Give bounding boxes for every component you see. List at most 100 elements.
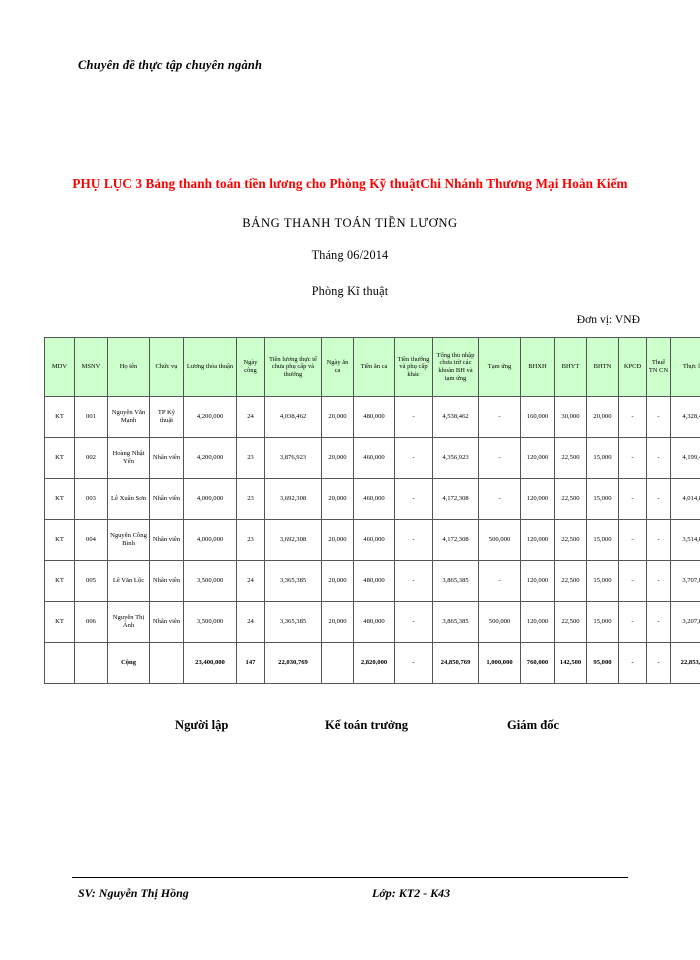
signature-chief-accountant: Kế toán trưởng: [325, 718, 409, 732]
cell-ngay-an-ca: 20,000: [321, 519, 354, 561]
total-bhyt: 142,500: [554, 642, 587, 684]
cell-bhxh: 120,000: [520, 519, 555, 561]
table-row: KT 003 Lê Xuân Sơn Nhân viên 4,000,000 2…: [44, 478, 700, 520]
signature-row: Người lập Kế toán trưởng Giám đốc: [44, 718, 656, 740]
cell-luong-thoa-thuan: 4,200,000: [183, 437, 237, 479]
cell-bhxh: 120,000: [520, 478, 555, 520]
cell-hoten: Nguyễn Công Bình: [107, 519, 150, 561]
cell-tam-ung: -: [478, 396, 521, 438]
cell-tien-luong-thuc-te: 3,692,308: [264, 478, 322, 520]
document-subtitle-1: BẢNG THANH TOÁN TIỀN LƯƠNG: [242, 216, 458, 230]
cell-thuc-linh: 4,199,423: [670, 437, 700, 479]
cell-tien-thuong-phu-cap: -: [394, 601, 433, 643]
cell-tien-an-ca: 480,000: [353, 601, 395, 643]
cell-luong-thoa-thuan: 4,000,000: [183, 478, 237, 520]
cell-bhyt: 22,500: [554, 519, 587, 561]
cell-chucvu: Nhân viên: [149, 560, 184, 602]
cell-bhyt: 30,000: [554, 396, 587, 438]
total-thue-tncn: -: [646, 642, 671, 684]
table-row: KT 004 Nguyễn Công Bình Nhân viên 4,000,…: [44, 519, 700, 561]
cell-thuc-linh: 4,328,462: [670, 396, 700, 438]
col-header-bhxh: BHXH: [520, 337, 555, 397]
cell-mdv: KT: [44, 478, 75, 520]
col-header-ngay-an-ca: Ngày ăn ca: [321, 337, 354, 397]
running-head: Chuyên đề thực tập chuyên ngành: [78, 58, 263, 72]
total-bhxh: 760,000: [520, 642, 555, 684]
col-header-chucvu: Chức vụ: [149, 337, 184, 397]
cell-tong-thu-nhap: 4,356,923: [432, 437, 479, 479]
cell-kpcd: -: [618, 478, 647, 520]
document-subtitle-department: Phòng Kĩ thuật: [311, 284, 389, 298]
total-label: Cộng: [107, 642, 150, 684]
cell-tong-thu-nhap: 4,172,308: [432, 478, 479, 520]
col-header-ngay-cong: Ngày công: [236, 337, 265, 397]
cell-tien-an-ca: 460,000: [353, 519, 395, 561]
col-header-mdv: MDV: [44, 337, 75, 397]
cell-bhxh: 120,000: [520, 437, 555, 479]
total-ngay-cong: 147: [236, 642, 265, 684]
cell-thue-tncn: -: [646, 601, 671, 643]
table-row: KT 001 Nguyễn Văn Mạnh TP Kỹ thuật 4,200…: [44, 396, 700, 438]
cell-chucvu: TP Kỹ thuật: [149, 396, 184, 438]
cell-thue-tncn: -: [646, 478, 671, 520]
cell-chucvu: Nhân viên: [149, 519, 184, 561]
total-cell-msnv: [74, 642, 108, 684]
cell-msnv: 004: [74, 519, 108, 561]
cell-kpcd: -: [618, 396, 647, 438]
cell-bhtn: 15,000: [586, 519, 619, 561]
cell-ngay-cong: 24: [236, 396, 265, 438]
cell-mdv: KT: [44, 437, 75, 479]
document-subtitle-period: Tháng 06/2014: [311, 248, 389, 262]
total-tien-an-ca: 2,820,000: [353, 642, 395, 684]
total-thuc-linh: 22,853,269: [670, 642, 700, 684]
total-ngay-an-ca: [321, 642, 354, 684]
total-tien-luong-thuc-te: 22,030,769: [264, 642, 322, 684]
cell-bhxh: 120,000: [520, 560, 555, 602]
cell-bhtn: 15,000: [586, 437, 619, 479]
col-header-tien-an-ca: Tiền ăn ca: [353, 337, 395, 397]
cell-hoten: Hoàng Nhật Yến: [107, 437, 150, 479]
total-tam-ung: 1,000,000: [478, 642, 521, 684]
currency-unit-label: Đơn vị: VNĐ: [576, 313, 640, 326]
cell-tien-luong-thuc-te: 4,038,462: [264, 396, 322, 438]
signature-preparer: Người lập: [175, 718, 229, 732]
cell-kpcd: -: [618, 601, 647, 643]
total-cell-mdv: [44, 642, 75, 684]
cell-ngay-an-ca: 20,000: [321, 560, 354, 602]
cell-mdv: KT: [44, 601, 75, 643]
cell-ngay-cong: 23: [236, 437, 265, 479]
total-tien-thuong-phu-cap: -: [394, 642, 433, 684]
cell-thue-tncn: -: [646, 519, 671, 561]
cell-ngay-an-ca: 20,000: [321, 437, 354, 479]
total-cell-chucvu: [149, 642, 184, 684]
cell-tien-thuong-phu-cap: -: [394, 560, 433, 602]
cell-ngay-an-ca: 20,000: [321, 396, 354, 438]
cell-tien-luong-thuc-te: 3,876,923: [264, 437, 322, 479]
cell-tien-thuong-phu-cap: -: [394, 478, 433, 520]
table-row: KT 002 Hoàng Nhật Yến Nhân viên 4,200,00…: [44, 437, 700, 479]
cell-luong-thoa-thuan: 4,000,000: [183, 519, 237, 561]
col-header-bhtn: BHTN: [586, 337, 619, 397]
col-header-thuc-linh: Thực lĩnh: [670, 337, 700, 397]
cell-tong-thu-nhap: 4,538,462: [432, 396, 479, 438]
cell-chucvu: Nhân viên: [149, 437, 184, 479]
footer-divider: [72, 877, 628, 878]
signature-director: Giám đốc: [507, 718, 560, 732]
cell-thuc-linh: 3,207,885: [670, 601, 700, 643]
cell-bhtn: 15,000: [586, 560, 619, 602]
cell-luong-thoa-thuan: 4,200,000: [183, 396, 237, 438]
total-kpcd: -: [618, 642, 647, 684]
salary-table-body: KT 001 Nguyễn Văn Mạnh TP Kỹ thuật 4,200…: [44, 396, 700, 684]
cell-tien-an-ca: 480,000: [353, 396, 395, 438]
cell-chucvu: Nhân viên: [149, 478, 184, 520]
cell-kpcd: -: [618, 519, 647, 561]
table-header-row: MDV MSNV Họ tên Chức vụ Lương thỏa thuận…: [44, 337, 700, 397]
cell-tam-ung: -: [478, 437, 521, 479]
cell-msnv: 005: [74, 560, 108, 602]
cell-thuc-linh: 3,514,808: [670, 519, 700, 561]
col-header-tam-ung: Tạm ứng: [478, 337, 521, 397]
cell-bhtn: 15,000: [586, 601, 619, 643]
cell-thue-tncn: -: [646, 560, 671, 602]
col-header-tien-thuong-phu-cap: Tiền thưởng và phụ cấp khác: [394, 337, 433, 397]
